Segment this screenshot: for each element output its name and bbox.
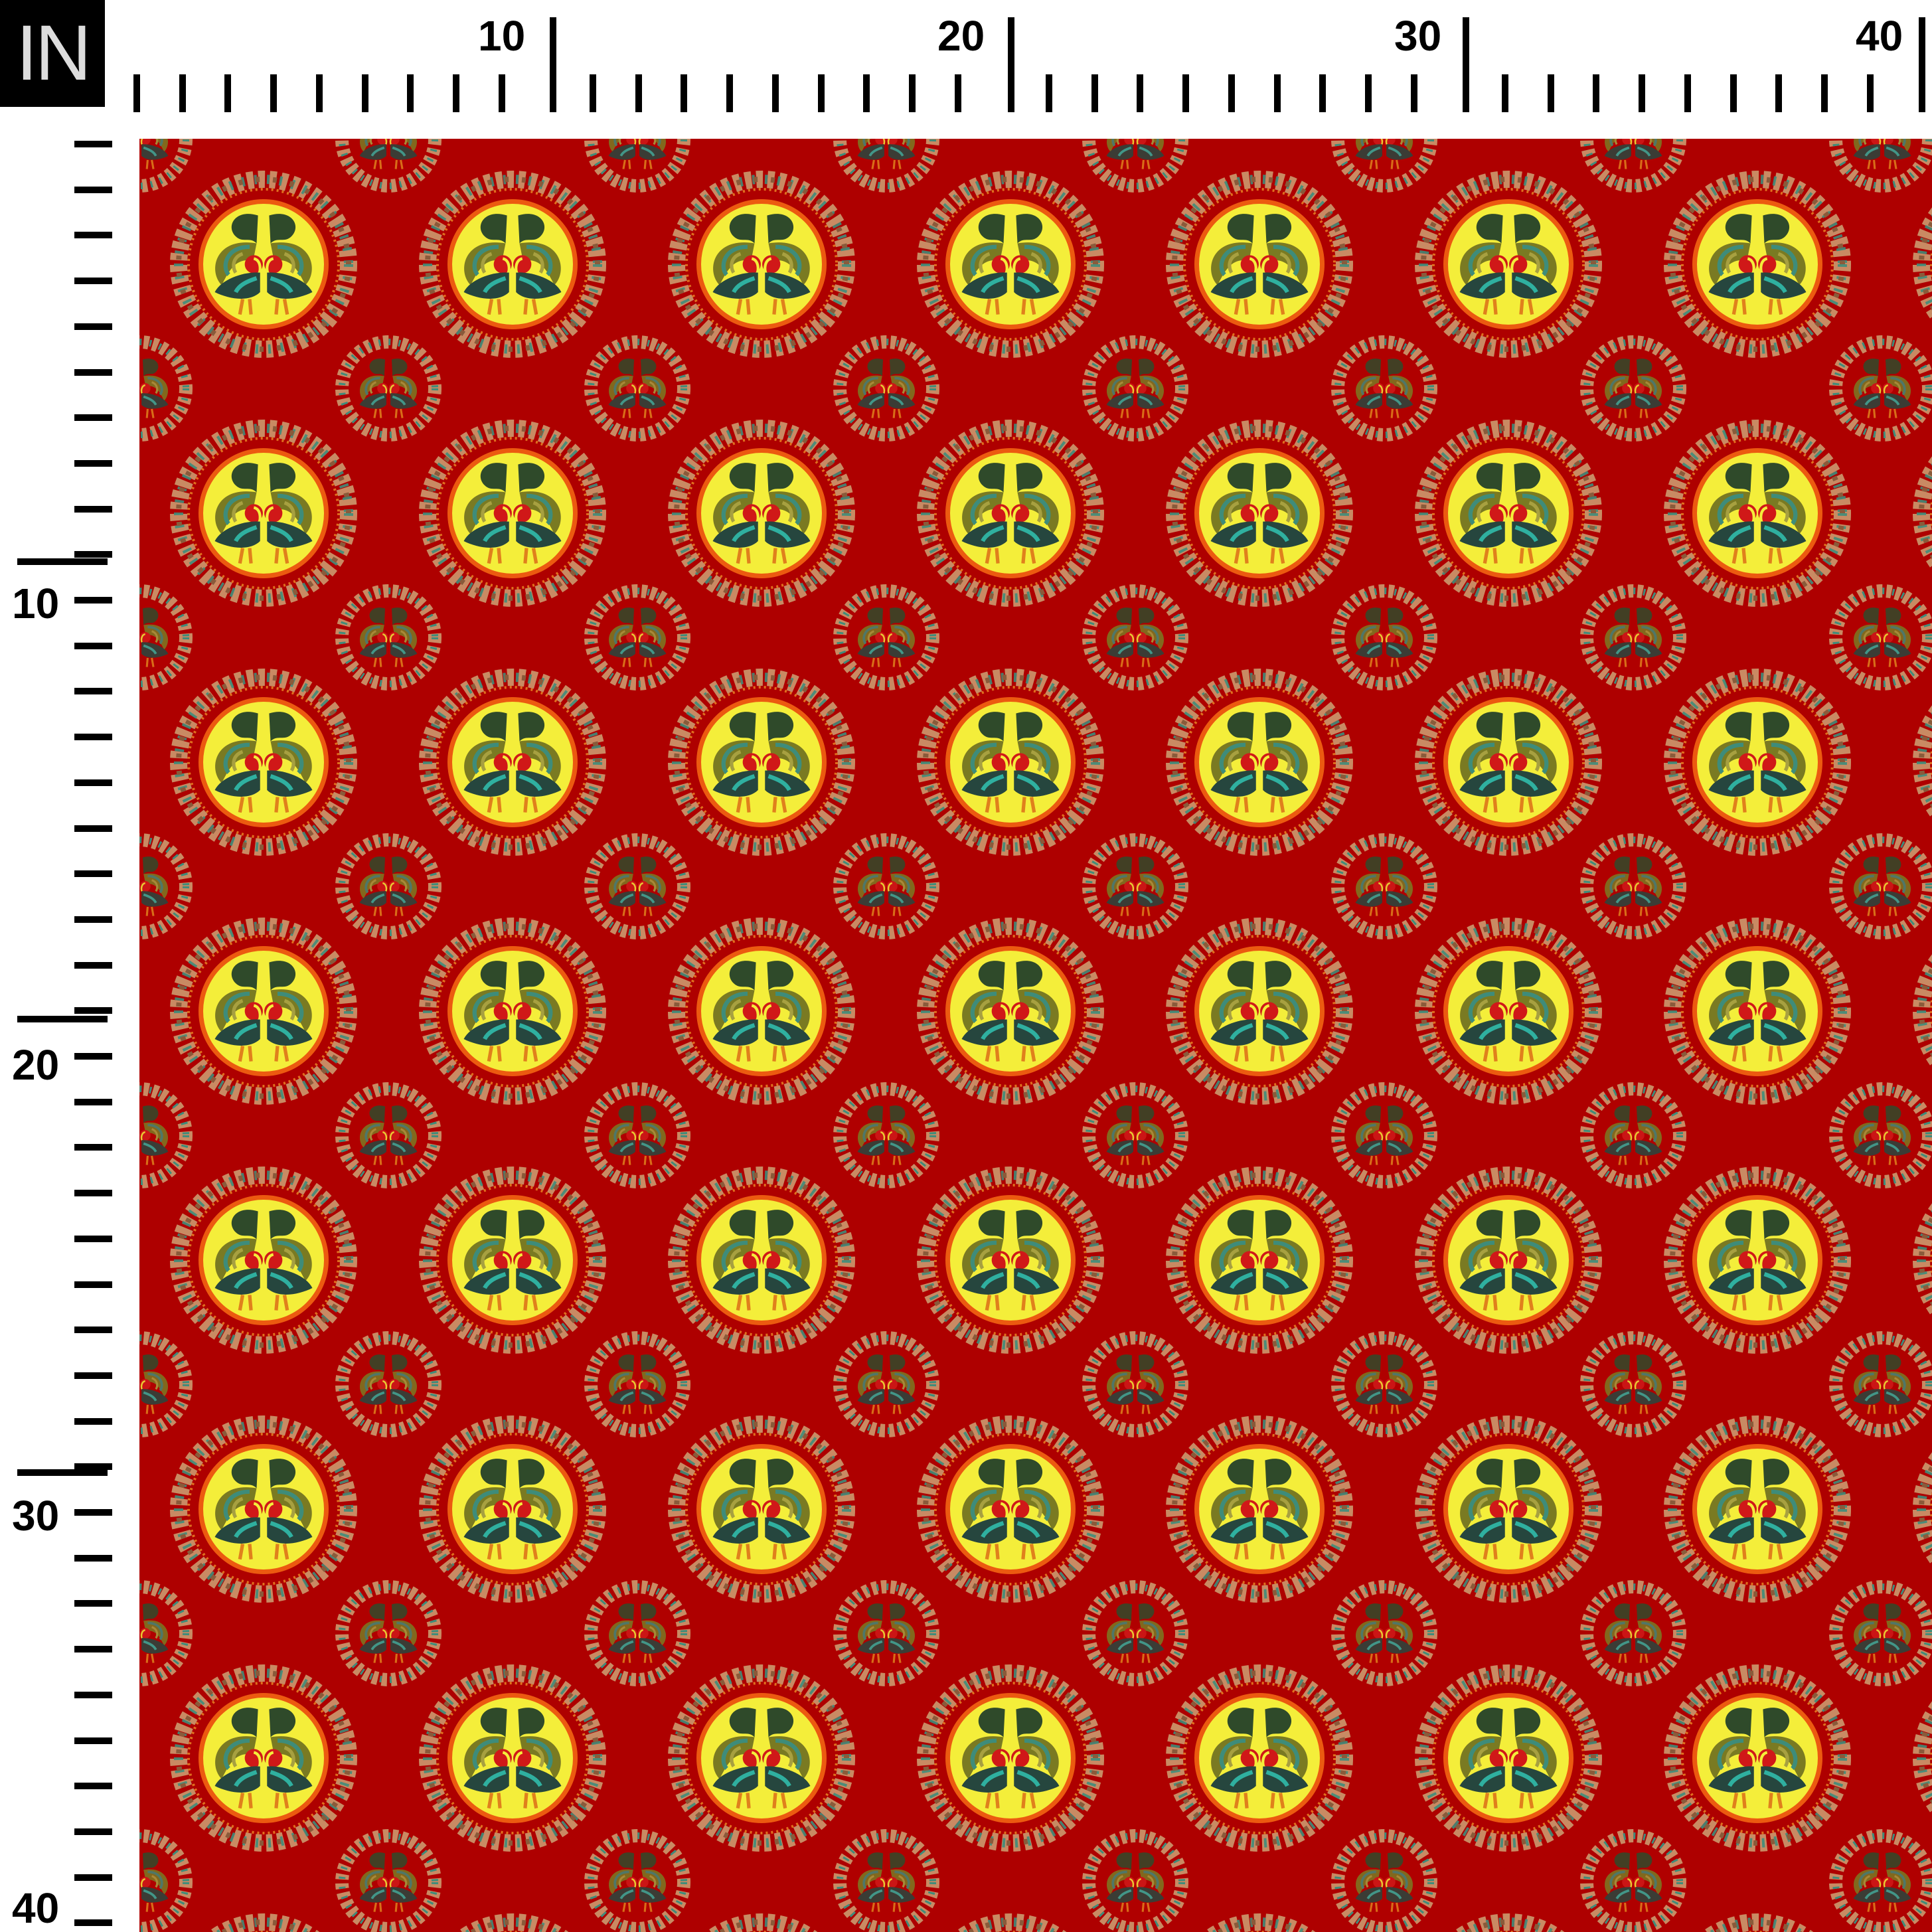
left-ruler-minor-tick bbox=[74, 825, 112, 832]
top-ruler-minor-tick bbox=[270, 74, 278, 112]
top-ruler-minor-tick bbox=[315, 74, 323, 112]
top-ruler-minor-tick bbox=[224, 74, 232, 112]
left-ruler-minor-tick bbox=[74, 459, 112, 467]
top-ruler-minor-tick bbox=[1091, 74, 1098, 112]
top-ruler-minor-tick bbox=[1228, 74, 1235, 112]
top-ruler-major-tick bbox=[1919, 17, 1925, 112]
top-ruler-label: 40 bbox=[1856, 12, 1903, 60]
top-ruler-minor-tick bbox=[1866, 74, 1874, 112]
left-ruler-minor-tick bbox=[74, 688, 112, 695]
left-ruler-minor-tick bbox=[74, 551, 112, 558]
top-ruler-minor-tick bbox=[1182, 74, 1190, 112]
left-ruler-minor-tick bbox=[74, 1646, 112, 1653]
left-ruler-minor-tick bbox=[74, 505, 112, 513]
top-ruler-minor-tick bbox=[1137, 74, 1144, 112]
top-ruler-label: 10 bbox=[478, 12, 526, 60]
left-ruler-minor-tick bbox=[74, 141, 112, 147]
top-ruler-major-tick bbox=[1463, 17, 1469, 112]
left-ruler-minor-tick bbox=[74, 1190, 112, 1197]
left-ruler-minor-tick bbox=[74, 1053, 112, 1060]
left-ruler-minor-tick bbox=[74, 186, 112, 193]
left-ruler-minor-tick bbox=[74, 1144, 112, 1151]
top-ruler-minor-tick bbox=[1593, 74, 1600, 112]
left-ruler-minor-tick bbox=[74, 323, 112, 330]
left-ruler-label: 40 bbox=[12, 1884, 60, 1932]
left-ruler-minor-tick bbox=[74, 1235, 112, 1242]
top-ruler-minor-tick bbox=[771, 74, 779, 112]
left-ruler-minor-tick bbox=[74, 961, 112, 969]
top-ruler-minor-tick bbox=[908, 74, 916, 112]
left-ruler-minor-tick bbox=[74, 1600, 112, 1607]
top-ruler-minor-tick bbox=[1639, 74, 1646, 112]
pattern-fill bbox=[139, 139, 1932, 1932]
top-ruler-minor-tick bbox=[1547, 74, 1554, 112]
top-ruler-major-tick bbox=[1008, 17, 1014, 112]
top-ruler-minor-tick bbox=[954, 74, 961, 112]
top-ruler-minor-tick bbox=[681, 74, 688, 112]
left-ruler-minor-tick bbox=[74, 1783, 112, 1790]
top-ruler-minor-tick bbox=[407, 74, 414, 112]
left-ruler-minor-tick bbox=[74, 916, 112, 923]
left-ruler-minor-tick bbox=[74, 414, 112, 422]
left-ruler-major-tick bbox=[17, 1016, 108, 1022]
left-ruler-minor-tick bbox=[74, 1828, 112, 1835]
left-ruler-minor-tick bbox=[74, 1372, 112, 1379]
top-ruler-minor-tick bbox=[1502, 74, 1508, 112]
left-ruler-minor-tick bbox=[74, 1327, 112, 1334]
left-ruler-minor-tick bbox=[74, 597, 112, 604]
top-ruler-label: 30 bbox=[1394, 12, 1442, 60]
top-ruler-minor-tick bbox=[1273, 74, 1281, 112]
top-ruler-minor-tick bbox=[817, 74, 825, 112]
unit-label: IN bbox=[0, 0, 105, 107]
top-ruler-label: 20 bbox=[937, 12, 985, 60]
left-ruler-major-tick bbox=[17, 558, 108, 565]
left-ruler-minor-tick bbox=[74, 1007, 112, 1014]
top-ruler-minor-tick bbox=[361, 74, 368, 112]
top-ruler-minor-tick bbox=[498, 74, 505, 112]
top-ruler-minor-tick bbox=[1684, 74, 1691, 112]
left-ruler-minor-tick bbox=[74, 1691, 112, 1698]
fabric-pattern-preview bbox=[139, 139, 1932, 1932]
top-ruler-minor-tick bbox=[1410, 74, 1417, 112]
top-ruler-minor-tick bbox=[133, 74, 140, 112]
left-ruler-label: 10 bbox=[12, 580, 60, 627]
top-ruler-minor-tick bbox=[1730, 74, 1737, 112]
left-ruler-minor-tick bbox=[74, 1098, 112, 1105]
left-ruler-minor-tick bbox=[74, 1919, 112, 1927]
left-ruler-minor-tick bbox=[74, 1554, 112, 1562]
top-ruler-major-tick bbox=[550, 17, 556, 112]
left-ruler-minor-tick bbox=[74, 1463, 112, 1471]
left-ruler-minor-tick bbox=[74, 368, 112, 376]
left-ruler-minor-tick bbox=[74, 232, 112, 239]
left-ruler-minor-tick bbox=[74, 734, 112, 741]
top-ruler-minor-tick bbox=[179, 74, 186, 112]
left-ruler-minor-tick bbox=[74, 1417, 112, 1425]
top-ruler-minor-tick bbox=[1319, 74, 1327, 112]
left-ruler-major-tick bbox=[17, 1469, 108, 1476]
left-ruler-minor-tick bbox=[74, 278, 112, 285]
left-ruler-minor-tick bbox=[74, 1281, 112, 1288]
top-ruler-minor-tick bbox=[1046, 74, 1052, 112]
left-ruler-label: 30 bbox=[12, 1492, 60, 1540]
top-ruler-minor-tick bbox=[726, 74, 734, 112]
top-ruler-minor-tick bbox=[635, 74, 642, 112]
top-ruler-minor-tick bbox=[863, 74, 870, 112]
top-ruler-minor-tick bbox=[1364, 74, 1372, 112]
top-ruler-minor-tick bbox=[590, 74, 596, 112]
left-ruler-minor-tick bbox=[74, 1509, 112, 1516]
top-ruler-minor-tick bbox=[1820, 74, 1828, 112]
left-ruler-minor-tick bbox=[74, 870, 112, 878]
left-ruler-minor-tick bbox=[74, 1737, 112, 1744]
top-ruler-minor-tick bbox=[1775, 74, 1783, 112]
top-ruler-minor-tick bbox=[452, 74, 459, 112]
left-ruler-minor-tick bbox=[74, 779, 112, 786]
left-ruler-minor-tick bbox=[74, 1874, 112, 1881]
left-ruler-label: 20 bbox=[12, 1041, 60, 1089]
left-ruler-minor-tick bbox=[74, 642, 112, 649]
